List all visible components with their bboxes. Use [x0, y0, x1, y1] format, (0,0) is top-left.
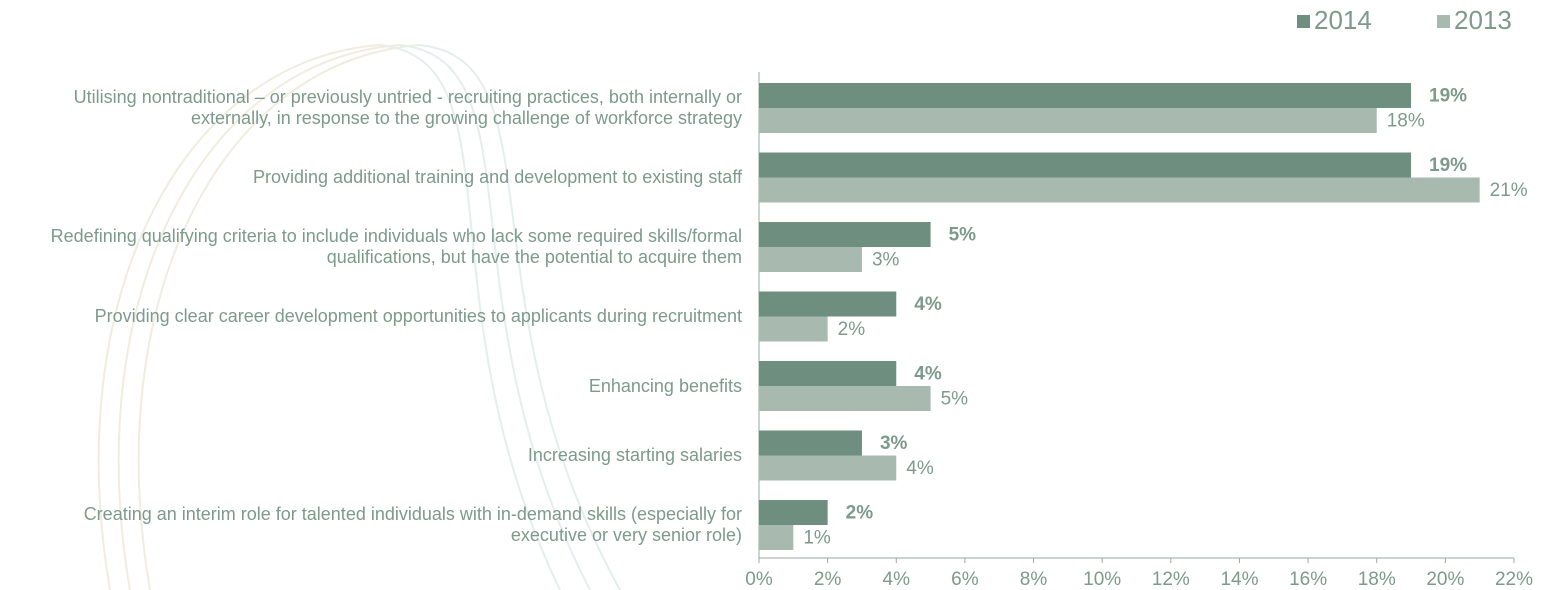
bar [759, 108, 1377, 133]
value-label: 1% [803, 528, 831, 549]
x-tick-label: 2% [814, 569, 842, 590]
x-tick-label: 12% [1152, 569, 1190, 590]
bar [759, 152, 1412, 178]
value-label: 3% [880, 433, 908, 454]
category-label: Enhancing benefits [588, 375, 742, 396]
bar [759, 361, 897, 386]
x-tick-label: 18% [1358, 569, 1396, 590]
bar [759, 430, 862, 456]
category-label: Utilising nontraditional – or previously… [73, 87, 742, 128]
bar [759, 177, 1480, 203]
legend-swatch [1437, 15, 1450, 28]
bar [759, 525, 794, 550]
x-tick-label: 20% [1426, 569, 1464, 590]
x-tick-label: 4% [883, 569, 911, 590]
bar [759, 247, 862, 272]
value-label: 18% [1387, 111, 1425, 132]
x-tick-label: 6% [951, 569, 979, 590]
decoration [97, 44, 621, 590]
x-tick-label: 22% [1495, 569, 1533, 590]
legend-label: 2013 [1454, 5, 1512, 35]
x-tick-label: 8% [1020, 569, 1048, 590]
bar [759, 291, 897, 317]
category-label: Providing clear career development oppor… [94, 306, 742, 326]
x-tick-label: 14% [1220, 569, 1258, 590]
bar [759, 500, 828, 525]
value-label: 5% [949, 225, 977, 246]
category-label: Redefining qualifying criteria to includ… [50, 226, 742, 267]
legend-swatch [1297, 15, 1310, 28]
bar [759, 83, 1412, 108]
value-label: 4% [914, 294, 942, 315]
value-label: 2% [838, 319, 866, 340]
category-label: Increasing starting salaries [527, 445, 742, 465]
category-label: Creating an interim role for talented in… [83, 504, 742, 545]
value-label: 19% [1429, 86, 1467, 107]
bar [759, 386, 931, 411]
x-tick-label: 0% [745, 569, 773, 590]
value-label: 19% [1429, 155, 1467, 176]
bar [759, 455, 897, 481]
bar [759, 316, 828, 342]
value-label: 4% [906, 458, 934, 479]
value-label: 2% [846, 503, 874, 524]
value-label: 5% [941, 389, 969, 410]
x-tick-label: 16% [1289, 569, 1327, 590]
bar [759, 222, 931, 247]
category-label: Providing additional training and develo… [253, 167, 742, 187]
x-tick-label: 10% [1083, 569, 1121, 590]
value-label: 4% [914, 364, 942, 385]
value-label: 3% [872, 250, 900, 271]
value-label: 21% [1490, 180, 1528, 201]
legend-label: 2014 [1314, 5, 1372, 35]
